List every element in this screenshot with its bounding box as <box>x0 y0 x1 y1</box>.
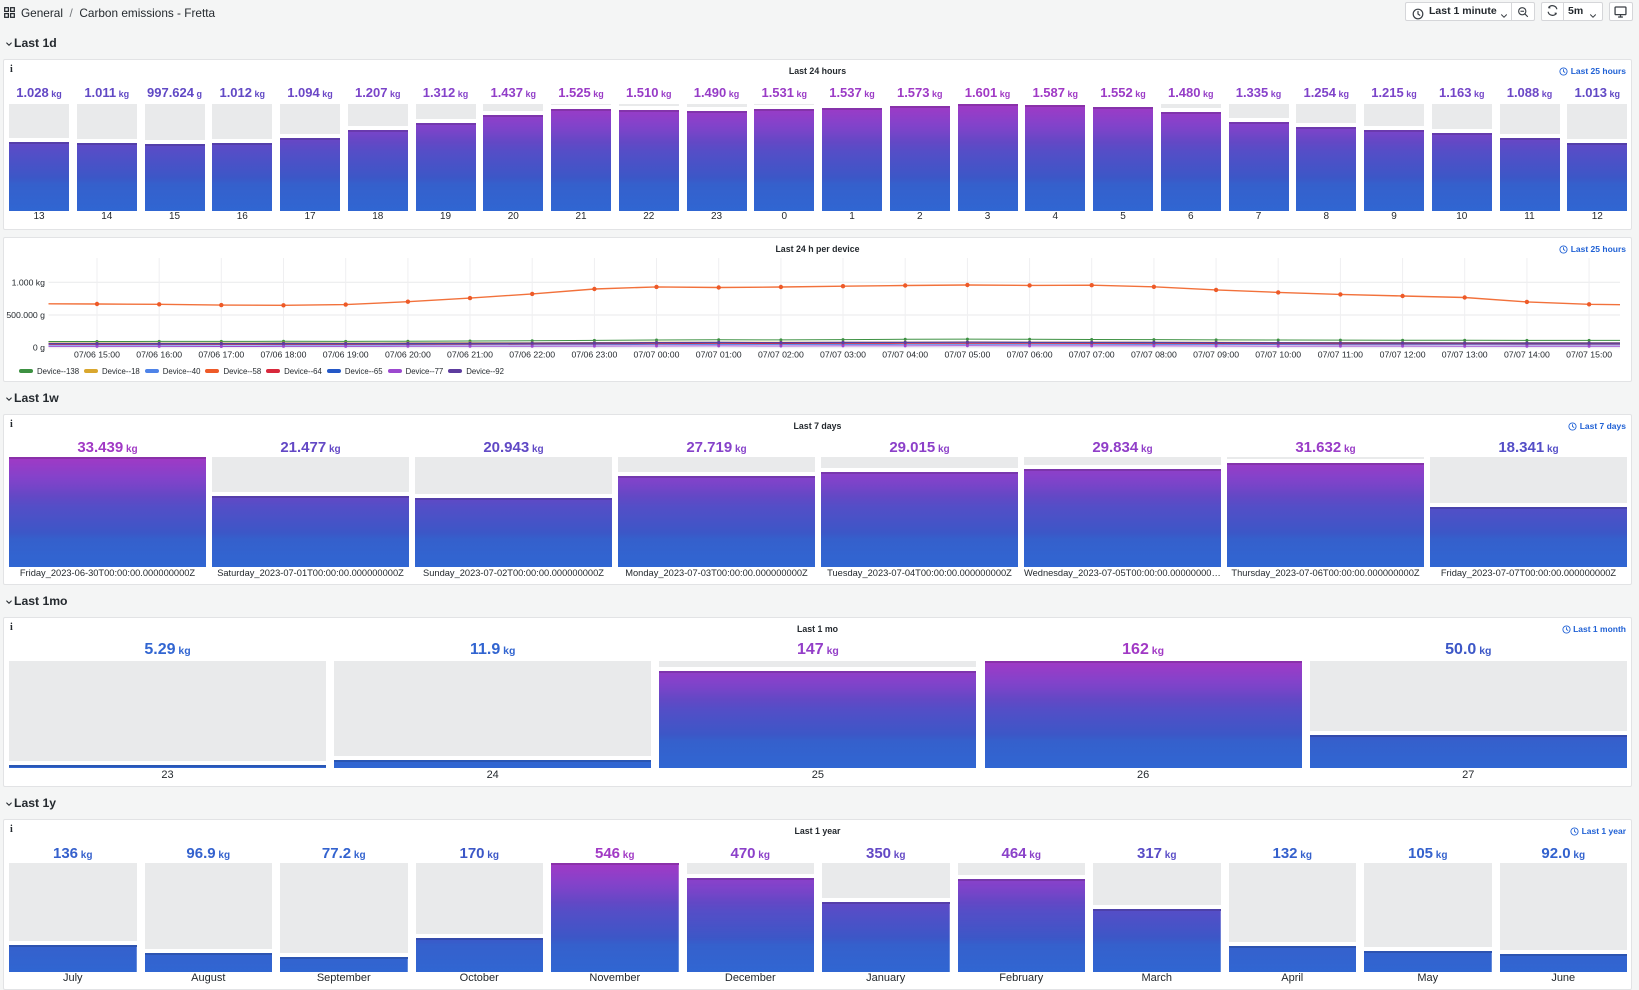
svg-text:07/07 04:00: 07/07 04:00 <box>882 350 928 360</box>
svg-text:07/07 01:00: 07/07 01:00 <box>696 350 742 360</box>
svg-text:07/07 07:00: 07/07 07:00 <box>1069 350 1115 360</box>
svg-text:07/07 03:00: 07/07 03:00 <box>820 350 866 360</box>
svg-text:07/06 21:00: 07/06 21:00 <box>447 350 493 360</box>
svg-text:07/06 18:00: 07/06 18:00 <box>261 350 307 360</box>
svg-text:07/06 15:00: 07/06 15:00 <box>74 350 120 360</box>
svg-text:07/06 19:00: 07/06 19:00 <box>323 350 369 360</box>
svg-text:07/07 00:00: 07/07 00:00 <box>634 350 680 360</box>
svg-text:07/07 10:00: 07/07 10:00 <box>1255 350 1301 360</box>
svg-text:07/07 08:00: 07/07 08:00 <box>1131 350 1177 360</box>
svg-text:1.000 kg: 1.000 kg <box>12 277 45 287</box>
svg-text:07/06 23:00: 07/06 23:00 <box>571 350 617 360</box>
svg-text:07/06 20:00: 07/06 20:00 <box>385 350 431 360</box>
svg-text:07/07 11:00: 07/07 11:00 <box>1318 350 1363 360</box>
svg-text:07/07 14:00: 07/07 14:00 <box>1504 350 1550 360</box>
svg-text:07/07 13:00: 07/07 13:00 <box>1442 350 1488 360</box>
svg-text:07/06 17:00: 07/06 17:00 <box>198 350 244 360</box>
svg-text:07/07 09:00: 07/07 09:00 <box>1193 350 1239 360</box>
svg-text:07/07 12:00: 07/07 12:00 <box>1380 350 1426 360</box>
svg-text:07/07 15:00: 07/07 15:00 <box>1566 350 1612 360</box>
svg-text:0 g: 0 g <box>33 343 45 353</box>
svg-text:500.000 g: 500.000 g <box>6 310 45 320</box>
svg-text:07/06 22:00: 07/06 22:00 <box>509 350 555 360</box>
svg-text:07/07 06:00: 07/07 06:00 <box>1007 350 1053 360</box>
svg-text:07/07 02:00: 07/07 02:00 <box>758 350 804 360</box>
svg-text:07/07 05:00: 07/07 05:00 <box>944 350 990 360</box>
svg-text:07/06 16:00: 07/06 16:00 <box>136 350 182 360</box>
